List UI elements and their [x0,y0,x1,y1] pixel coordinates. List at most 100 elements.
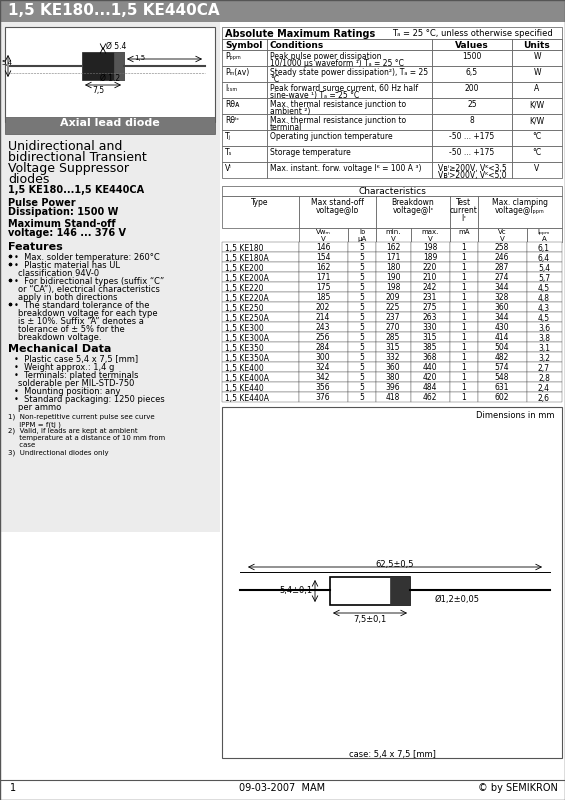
Text: 1: 1 [462,354,466,362]
Text: 5: 5 [359,354,364,362]
Text: Max. instant. forw. voltage Iᴷ = 100 A ³): Max. instant. forw. voltage Iᴷ = 100 A ³… [270,164,421,173]
Text: W: W [533,68,541,77]
Text: 368: 368 [423,354,437,362]
Text: 430: 430 [495,323,509,333]
Bar [376,312,411,322]
Text: 5: 5 [359,254,364,262]
Bar [222,292,299,302]
Text: 418: 418 [386,394,400,402]
Bar [0,0,565,22]
Text: 5: 5 [359,243,364,253]
Text: current: current [450,206,478,215]
Text: 1: 1 [462,303,466,313]
Text: 231: 231 [423,294,437,302]
Bar [411,262,450,272]
Bar [82,52,124,80]
Bar [376,392,411,402]
Bar [432,162,512,178]
Bar [348,342,376,352]
Text: Vʙᴵ>200V, Vᴷ<5,0: Vʙᴵ>200V, Vᴷ<5,0 [438,171,506,180]
Text: A: A [542,236,546,242]
Text: 1,5 KE200: 1,5 KE200 [225,263,264,273]
Bar [348,262,376,272]
Bar [222,196,299,228]
Text: 5: 5 [359,263,364,273]
Text: Tⱼ: Tⱼ [225,132,231,141]
Bar [222,186,562,196]
Bar [450,252,478,262]
Bar [222,352,299,362]
Text: V: V [320,236,325,242]
Text: Vʙᴵ≥200V, Vᴷ<3,5: Vʙᴵ≥200V, Vᴷ<3,5 [438,164,506,173]
Bar [222,322,299,332]
Text: case: case [8,442,35,448]
Bar [348,228,376,242]
Text: 2,7: 2,7 [538,363,550,373]
Text: K/W: K/W [529,100,545,109]
Text: 200: 200 [465,84,479,93]
Bar [376,272,411,282]
Text: Steady state power dissipation²), Tₐ = 25: Steady state power dissipation²), Tₐ = 2… [270,68,428,77]
Text: 462: 462 [423,394,437,402]
Text: Absolute Maximum Ratings: Absolute Maximum Ratings [225,29,375,39]
Bar [478,196,562,228]
Text: •  Standard packaging: 1250 pieces: • Standard packaging: 1250 pieces [14,395,165,404]
Text: tolerance of ± 5% for the: tolerance of ± 5% for the [18,325,125,334]
Text: °C: °C [532,132,542,141]
Bar [478,292,527,302]
Text: Mechanical Data: Mechanical Data [8,344,111,354]
Bar [527,228,562,242]
Text: 1,5 KE350: 1,5 KE350 [225,343,264,353]
Text: 10/1000 μs waveform ¹) Tₐ = 25 °C: 10/1000 μs waveform ¹) Tₐ = 25 °C [270,59,404,68]
Bar [478,302,527,312]
Text: 246: 246 [495,254,509,262]
Bar [411,392,450,402]
Text: 1,5 KE300A: 1,5 KE300A [225,334,269,342]
Text: 5: 5 [359,394,364,402]
Text: voltage: 146 ... 376 V: voltage: 146 ... 376 V [8,228,126,238]
Bar [222,362,299,372]
Text: 328: 328 [495,294,509,302]
Text: 504: 504 [495,343,509,353]
Text: Vᴄ: Vᴄ [498,229,506,235]
Bar [450,228,478,242]
Bar [432,98,512,114]
Text: 202: 202 [316,303,330,313]
Text: 1: 1 [462,314,466,322]
Text: 315: 315 [386,343,400,353]
Bar [478,228,527,242]
Bar [527,352,562,362]
Bar [376,302,411,312]
Bar [527,372,562,382]
Text: 4,8: 4,8 [538,294,550,302]
Bar [411,252,450,262]
Bar [411,382,450,392]
Bar [0,22,220,532]
Bar [222,282,299,292]
Bar [376,292,411,302]
Text: 5: 5 [359,383,364,393]
Bar [299,372,348,382]
Bar [450,392,478,402]
Text: 1: 1 [462,274,466,282]
Text: 220: 220 [423,263,437,273]
Bar [432,114,512,130]
Bar [222,39,562,50]
Text: Iᴅ: Iᴅ [359,229,365,235]
Text: •  Mounting position: any: • Mounting position: any [14,387,120,396]
Bar [411,292,450,302]
Bar [330,577,410,605]
Bar [348,312,376,322]
Bar [376,262,411,272]
Bar [478,332,527,342]
Bar [299,312,348,322]
Text: Tₛ: Tₛ [225,148,233,157]
Text: 5: 5 [359,274,364,282]
Bar [512,162,562,178]
Text: Vᴵ: Vᴵ [225,164,232,173]
Text: 1,5 KE250A: 1,5 KE250A [225,314,269,322]
Bar [348,372,376,382]
Bar [222,252,299,262]
Bar [450,282,478,292]
Bar [527,362,562,372]
